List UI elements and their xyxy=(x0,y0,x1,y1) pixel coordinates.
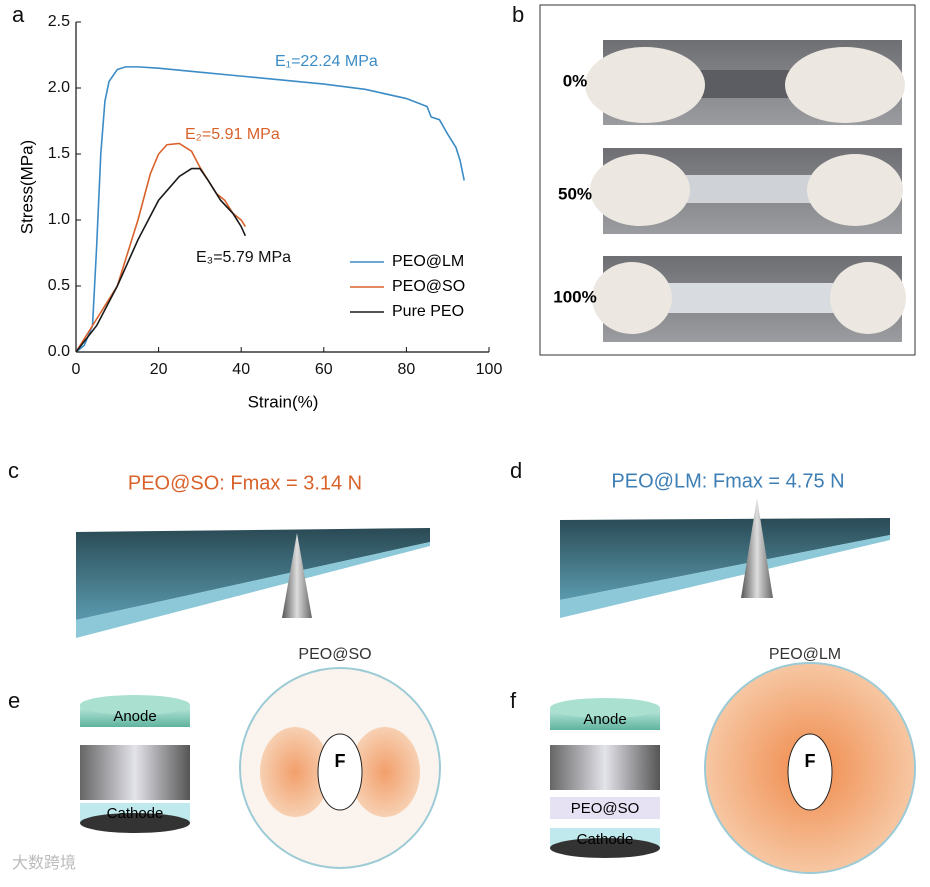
panel-label: c xyxy=(8,458,19,483)
glove xyxy=(830,262,906,334)
x-tick-label: 60 xyxy=(315,361,333,378)
plot-area: 0.0 0.5 1.0 1.5 2.0 2.5 0 20 40 60 80 100 E₁=22.24 M… xyxy=(48,13,503,378)
y-tick-label: 0.5 xyxy=(48,277,70,294)
legend-label: Pure PEO xyxy=(392,303,464,320)
y-tick-label: 0.0 xyxy=(48,343,70,360)
line xyxy=(75,66,466,353)
sample xyxy=(700,70,795,98)
panel-label: e xyxy=(8,688,20,713)
sample xyxy=(660,283,840,313)
strain-label: 0% xyxy=(563,71,588,90)
panel-label: a xyxy=(12,2,25,27)
y-tick-label: 2.5 xyxy=(48,13,70,30)
force-label: F xyxy=(335,751,346,771)
x-tick-label: 80 xyxy=(398,361,416,378)
anode-label: Anode xyxy=(113,708,156,725)
glove xyxy=(785,47,905,123)
separator-label: PEO@SO xyxy=(571,800,640,817)
glove xyxy=(585,47,705,123)
electrolyte xyxy=(550,745,660,790)
force-label: F xyxy=(805,751,816,771)
electrolyte xyxy=(80,745,190,800)
y-tick-label: 1.5 xyxy=(48,145,70,162)
stress-zone xyxy=(260,727,330,817)
stress-zone xyxy=(350,727,420,817)
watermark: 大数跨境 xyxy=(12,853,76,872)
film xyxy=(560,518,890,600)
cathode-label: Cathode xyxy=(577,831,634,848)
annotation: E₃=5.79 MPa xyxy=(196,249,291,266)
annotation: E₁=22.24 MPa xyxy=(275,53,378,70)
panel-label: d xyxy=(510,458,522,483)
annotation: E₂=5.91 MPa xyxy=(185,126,280,143)
film-edge xyxy=(560,535,890,618)
y-tick-label: 1.0 xyxy=(48,211,70,228)
panel-title: PEO@LM: Fmax = 4.75 N xyxy=(611,470,844,492)
y-axis-title: Stress(MPa) xyxy=(17,140,36,234)
cathode-base xyxy=(550,838,660,858)
cathode-label: Cathode xyxy=(107,805,164,822)
cathode-base xyxy=(80,813,190,833)
panel-label: b xyxy=(512,2,524,27)
caption: PEO@LM xyxy=(769,646,841,663)
film-edge xyxy=(76,542,430,638)
x-axis-title: Strain(%) xyxy=(248,392,319,411)
glove xyxy=(592,262,672,334)
x-tick-label: 40 xyxy=(232,361,250,378)
x-tick-label: 20 xyxy=(150,361,168,378)
panel-frame xyxy=(539,4,916,356)
panel-label: f xyxy=(510,688,517,713)
anode-top xyxy=(550,698,660,718)
void xyxy=(787,733,833,811)
glove xyxy=(807,154,903,226)
film xyxy=(76,528,430,620)
panel-title: PEO@SO: Fmax = 3.14 N xyxy=(128,472,362,494)
caption: PEO@SO xyxy=(298,646,371,663)
x-tick-label: 100 xyxy=(476,361,503,378)
indenter xyxy=(282,533,312,618)
glove xyxy=(590,154,690,226)
legend-label: PEO@LM xyxy=(392,253,464,270)
void xyxy=(317,733,363,811)
x-tick-label: 0 xyxy=(72,361,81,378)
anode-label: Anode xyxy=(583,711,626,728)
line xyxy=(75,167,247,353)
separator-layer xyxy=(550,797,660,819)
sample xyxy=(680,175,820,203)
line xyxy=(75,142,247,353)
strain-label: 100% xyxy=(553,287,596,306)
legend-label: PEO@SO xyxy=(392,278,465,295)
y-tick-label: 2.0 xyxy=(48,79,70,96)
indenter xyxy=(741,498,773,598)
anode-top xyxy=(80,695,190,715)
strain-label: 50% xyxy=(558,184,592,203)
